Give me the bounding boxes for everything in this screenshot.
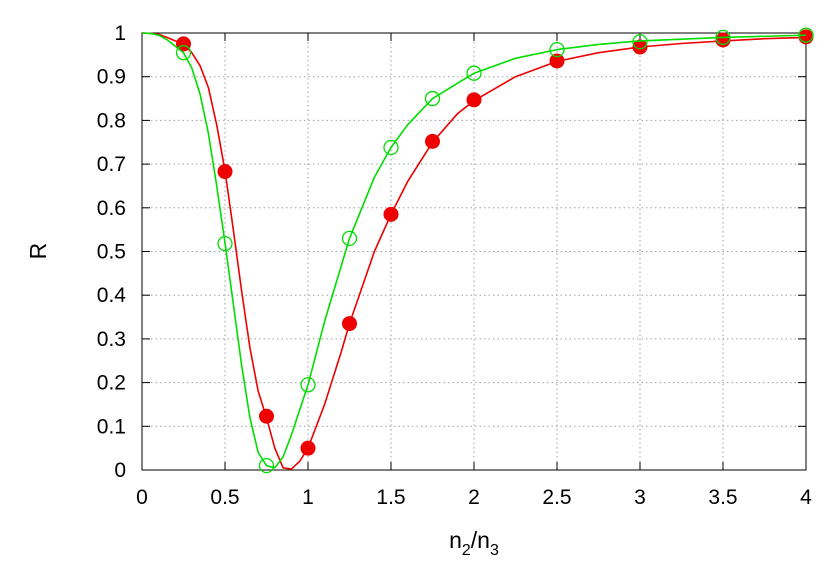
series-1-point <box>176 36 191 52</box>
series-2-point <box>798 27 814 43</box>
x-axis-label: n2/n3 <box>449 527 499 559</box>
y-tick-label: 0 <box>114 459 126 482</box>
series-2-point <box>632 34 648 50</box>
x-tick-label: 1.5 <box>376 486 405 509</box>
y-tick-label: 0.8 <box>97 109 126 132</box>
series-2-line <box>141 32 807 469</box>
x-label-sub: 2 <box>462 542 471 559</box>
y-tick-label: 0.7 <box>97 153 126 176</box>
series-2-point <box>424 90 441 107</box>
x-tick-label: 3 <box>634 486 646 509</box>
series-2-point <box>383 139 399 156</box>
series-2-point <box>217 235 233 252</box>
series-2-point <box>258 457 275 474</box>
x-label-slash: /n <box>471 527 490 553</box>
y-tick-label: 0.4 <box>97 284 127 307</box>
y-axis-label: R <box>25 243 51 260</box>
series-2-point <box>175 45 192 61</box>
y-tick-label: 0.5 <box>97 241 126 264</box>
series-2-point <box>341 230 358 247</box>
series-2-point <box>466 65 482 81</box>
series-1-point <box>300 440 316 456</box>
series-1-point <box>632 39 648 55</box>
series-1-point <box>466 92 482 108</box>
y-tick-label: 0.9 <box>97 66 126 89</box>
x-tick-label: 0.5 <box>210 486 239 509</box>
y-axis-ticks: 0 0.1 0.2 0.3 0.4 0.5 0.6 0.7 0.8 0.9 1 <box>97 22 806 482</box>
x-tick-label: 1 <box>302 486 314 509</box>
x-axis-ticks: 0 0.5 1 1.5 2 2.5 3 3.5 4 <box>136 33 812 509</box>
x-tick-label: 0 <box>136 486 148 509</box>
y-tick-label: 0.3 <box>97 328 126 351</box>
series-2-point <box>300 377 316 393</box>
series-1-point <box>425 133 440 149</box>
y-tick-label: 0.2 <box>97 372 126 395</box>
series-1-point <box>259 408 274 424</box>
series-2-point <box>715 29 731 46</box>
series-1-line <box>141 32 807 470</box>
x-tick-label: 2.5 <box>542 486 571 509</box>
x-tick-label: 2 <box>468 486 480 509</box>
y-tick-label: 0.6 <box>97 197 126 220</box>
y-tick-label: 0.1 <box>97 415 126 438</box>
series-1-point <box>342 316 357 332</box>
x-label-sub2: 3 <box>490 542 499 559</box>
y-tick-label: 1 <box>114 22 126 45</box>
series-2-point <box>549 41 565 58</box>
series-group <box>141 27 814 474</box>
series-1-point <box>549 53 565 69</box>
x-label-base: n <box>449 527 462 553</box>
series-1-point <box>217 164 233 180</box>
series-1-point <box>383 206 399 222</box>
x-tick-label: 4 <box>800 486 812 509</box>
x-tick-label: 3.5 <box>708 486 737 509</box>
